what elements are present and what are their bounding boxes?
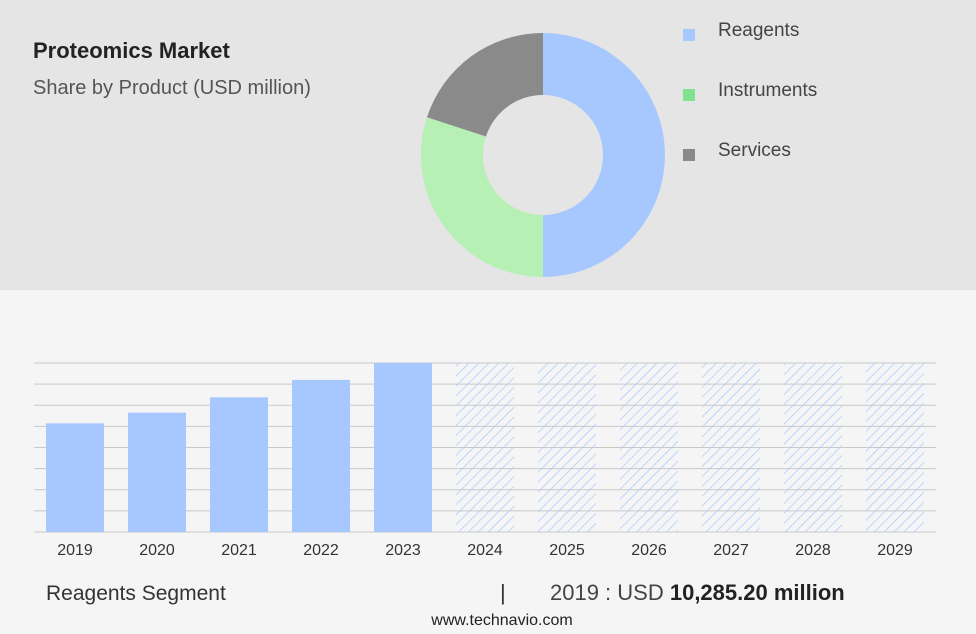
footer-separator: |: [500, 580, 506, 605]
x-tick-label: 2022: [303, 542, 339, 559]
legend-swatch: [683, 89, 695, 101]
segment-value-amount: 10,285.20 million: [669, 580, 845, 605]
chart-subtitle: Share by Product (USD million): [33, 77, 311, 99]
donut-slice-services: [426, 33, 543, 137]
donut-slice-instruments: [421, 117, 543, 277]
x-tick-label: 2028: [795, 542, 831, 559]
x-tick-label: 2019: [57, 542, 93, 559]
x-tick-label: 2027: [713, 542, 749, 559]
forecast-bar-2029: [866, 363, 924, 532]
forecast-bar-2024: [456, 363, 514, 532]
site-url: www.technavio.com: [431, 612, 573, 629]
x-tick-label: 2020: [139, 542, 175, 559]
x-tick-label: 2025: [549, 542, 585, 559]
forecast-bar-2026: [620, 363, 678, 532]
forecast-bar-2027: [702, 363, 760, 532]
chart-title: Proteomics Market: [33, 38, 230, 63]
legend-label: Instruments: [718, 80, 818, 101]
bar-2020: [128, 412, 186, 532]
bar-2023: [374, 363, 432, 532]
legend-label: Reagents: [718, 20, 800, 41]
x-tick-label: 2021: [221, 542, 257, 559]
segment-value: 2019 : USD 10,285.20 million: [550, 580, 845, 606]
x-tick-label: 2023: [385, 542, 421, 559]
forecast-bar-2028: [784, 363, 842, 532]
x-tick-label: 2029: [877, 542, 913, 559]
legend-label: Services: [718, 140, 791, 161]
legend-swatch: [683, 29, 695, 41]
x-tick-label: 2024: [467, 542, 503, 559]
forecast-bar-2025: [538, 363, 596, 532]
segment-value-prefix: 2019 : USD: [550, 580, 670, 605]
segment-label: Reagents Segment: [46, 582, 226, 605]
bar-2019: [46, 423, 104, 532]
donut-slice-reagents: [543, 33, 665, 277]
x-tick-label: 2026: [631, 542, 667, 559]
bar-2022: [292, 379, 350, 532]
bar-2021: [210, 397, 268, 532]
legend-swatch: [683, 149, 695, 161]
